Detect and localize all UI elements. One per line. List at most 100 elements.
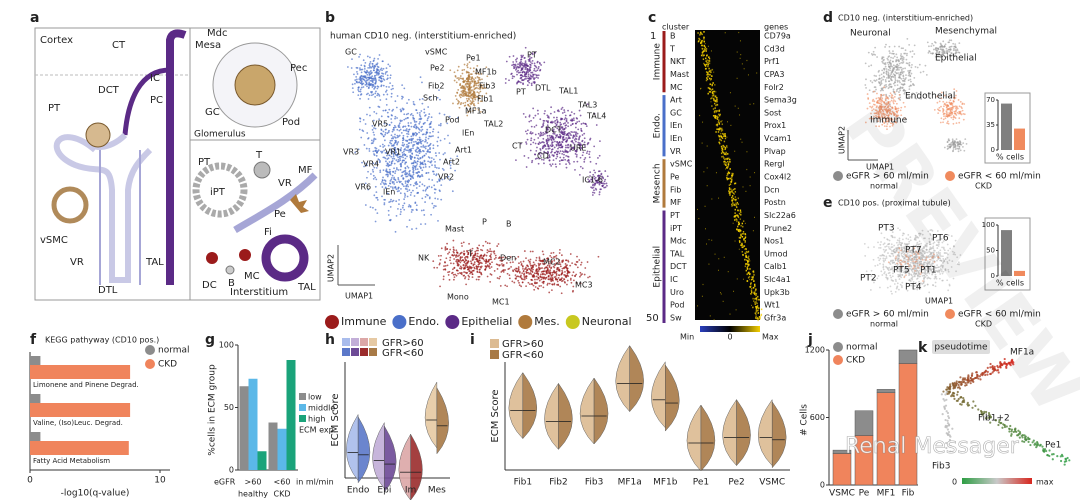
heat-cell xyxy=(749,185,751,187)
cell-dot xyxy=(420,140,423,143)
cell-dot xyxy=(430,186,433,189)
cell-dot xyxy=(385,168,388,171)
cell-dot xyxy=(471,80,474,83)
cell-dot xyxy=(553,121,555,123)
cell-dot xyxy=(467,88,470,91)
cell-dot xyxy=(455,254,458,257)
cell-dot xyxy=(399,163,402,166)
cell-dot xyxy=(502,271,505,273)
cell-dot xyxy=(530,82,533,85)
cell-dot xyxy=(548,262,550,265)
cell-dot xyxy=(549,144,552,147)
cell-dot xyxy=(904,49,907,52)
cell-dot xyxy=(428,126,431,129)
cell-dot xyxy=(952,115,955,117)
heat-cell xyxy=(706,185,708,187)
heat-cell xyxy=(713,71,715,73)
cell-dot xyxy=(537,143,540,146)
cell-dot xyxy=(550,262,552,265)
cell-dot xyxy=(394,146,397,149)
cell-dot xyxy=(937,48,940,51)
cell-dot xyxy=(592,191,594,194)
cell-dot xyxy=(894,81,896,83)
cell-dot xyxy=(351,87,354,89)
heat-cell xyxy=(705,57,707,60)
cell-dot xyxy=(459,96,462,99)
heat-cell xyxy=(704,205,706,207)
cell-dot xyxy=(415,150,417,153)
cell-dot xyxy=(889,62,892,65)
cell-dot xyxy=(589,175,591,177)
cell-dot xyxy=(464,276,467,278)
cell-dot xyxy=(410,125,413,128)
cell-dot xyxy=(584,157,587,159)
heat-cell xyxy=(719,138,721,140)
heat-cell xyxy=(716,110,718,112)
cell-dot xyxy=(452,262,455,265)
mf-icon xyxy=(290,194,309,213)
cell-dot xyxy=(362,82,365,85)
cell-dot xyxy=(552,132,555,135)
cell-dot xyxy=(564,281,566,284)
heat-cell xyxy=(754,172,756,174)
cell-dot xyxy=(529,143,532,146)
heat-cell xyxy=(740,235,742,237)
cell-dot xyxy=(940,105,942,108)
heat-cell xyxy=(742,186,744,188)
cell-dot xyxy=(364,204,367,206)
cell-dot xyxy=(424,189,427,192)
cell-dot xyxy=(405,129,408,132)
cell-dot xyxy=(569,279,572,281)
cell-dot xyxy=(372,131,375,134)
cell-dot xyxy=(384,133,387,136)
heat-cell xyxy=(705,71,708,73)
cell-dot xyxy=(566,267,569,270)
cell-dot xyxy=(568,161,570,164)
cell-dot xyxy=(436,266,439,269)
cell-dot xyxy=(361,129,364,132)
cell-dot xyxy=(525,63,528,66)
column-header: genes xyxy=(764,23,788,32)
cell-dot xyxy=(400,165,403,168)
heat-cell xyxy=(736,214,739,217)
cell-dot xyxy=(591,176,594,179)
cell-dot xyxy=(423,108,426,111)
pseudotime-badge xyxy=(932,340,990,354)
cell-dot xyxy=(904,52,907,55)
cell-dot xyxy=(522,260,525,263)
cell-dot xyxy=(350,67,353,69)
cell-dot xyxy=(548,260,550,263)
cell-dot xyxy=(597,179,599,182)
cell-dot xyxy=(606,175,609,178)
cell-dot xyxy=(402,150,405,153)
cell-dot xyxy=(543,267,546,270)
cell-dot xyxy=(555,153,558,156)
cell-dot xyxy=(380,132,382,135)
cell-dot xyxy=(464,88,467,91)
cell-dot xyxy=(418,131,420,134)
cell-dot xyxy=(952,49,955,52)
cell-dot xyxy=(924,64,927,67)
heat-cell xyxy=(719,113,721,116)
cell-dot xyxy=(393,127,395,129)
cell-dot xyxy=(374,138,377,141)
cell-dot xyxy=(514,64,517,67)
cell-dot xyxy=(392,170,394,173)
heat-cell xyxy=(728,184,731,187)
cell-dot xyxy=(928,50,930,52)
cell-dot xyxy=(909,78,912,81)
cell-dot xyxy=(571,274,574,277)
cell-dot xyxy=(441,178,444,181)
cell-dot xyxy=(520,67,523,70)
cell-dot xyxy=(559,263,562,266)
cell-dot xyxy=(571,139,574,142)
cell-dot xyxy=(423,214,426,216)
cluster-label: Sch xyxy=(423,94,438,103)
cell-dot xyxy=(595,124,598,126)
cell-dot xyxy=(539,151,542,154)
cell-dot xyxy=(555,157,558,160)
cell-dot xyxy=(550,165,553,167)
heat-cell xyxy=(715,96,718,99)
cell-dot xyxy=(376,71,378,73)
cell-dot xyxy=(534,114,537,117)
